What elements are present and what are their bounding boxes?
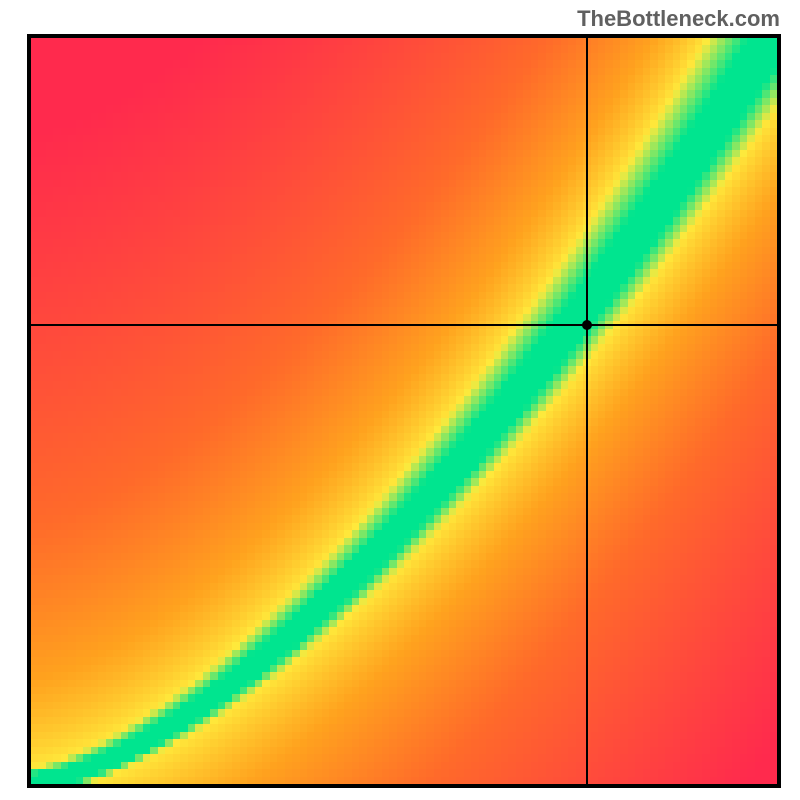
chart-container: TheBottleneck.com <box>0 0 800 800</box>
plot-area <box>27 34 781 788</box>
crosshair-horizontal <box>31 324 777 326</box>
watermark-text: TheBottleneck.com <box>577 6 780 32</box>
crosshair-marker[interactable] <box>582 320 592 330</box>
crosshair-vertical <box>586 38 588 784</box>
heatmap-canvas <box>31 38 777 784</box>
